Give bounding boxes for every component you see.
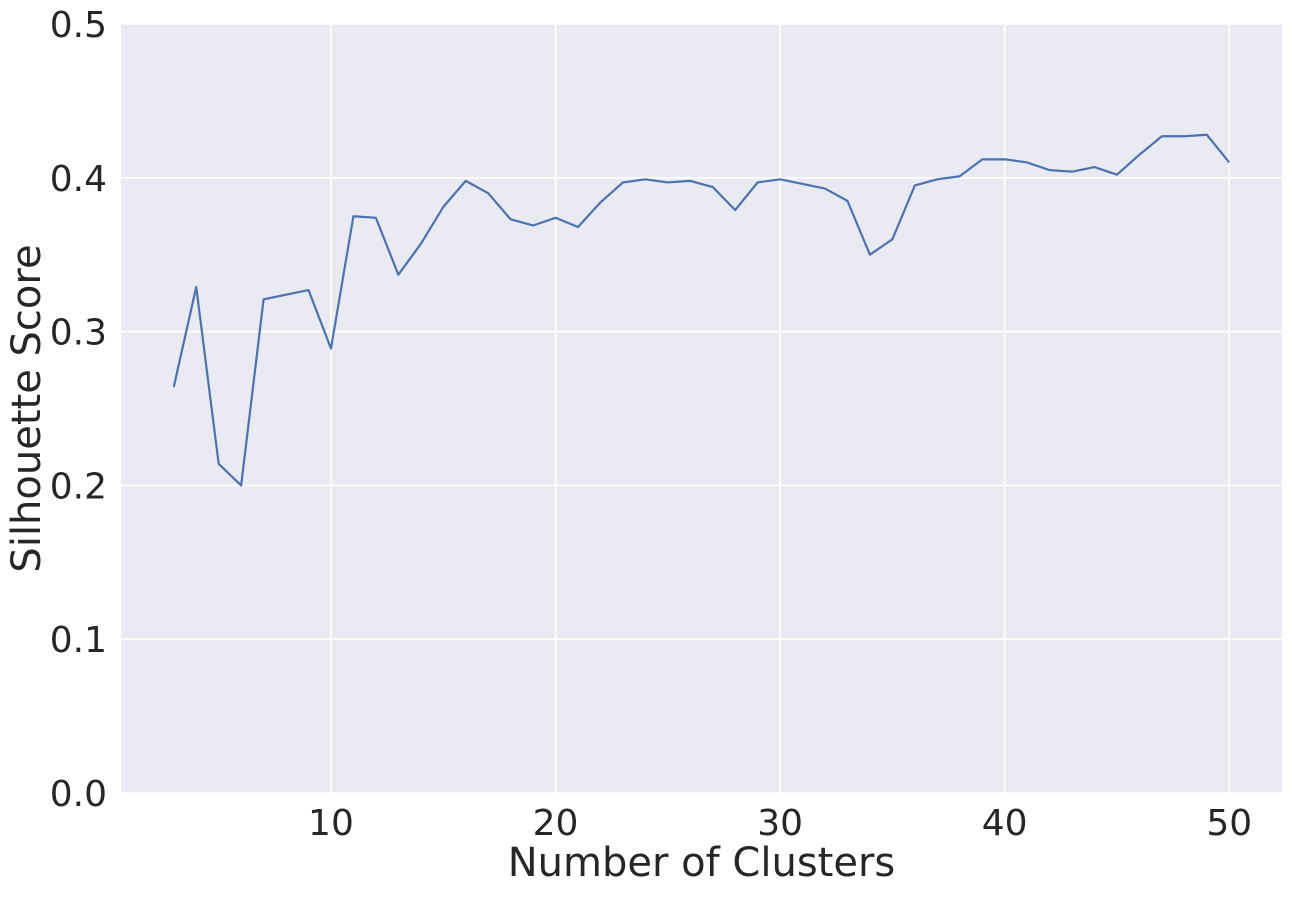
x-tick-label: 40 [982, 803, 1028, 844]
y-tick-label: 0.1 [50, 620, 107, 661]
y-tick-label: 0.0 [50, 774, 107, 815]
x-axis-title: Number of Clusters [508, 840, 895, 886]
y-tick-label: 0.5 [50, 5, 107, 46]
x-tick-labels: 10 20 30 40 50 [308, 803, 1252, 844]
plot-background [121, 24, 1282, 793]
y-tick-label: 0.4 [50, 159, 107, 200]
y-axis-title: Silhouette Score [4, 244, 50, 572]
x-tick-label: 20 [533, 803, 579, 844]
x-tick-label: 10 [308, 803, 354, 844]
y-tick-labels: 0.0 0.1 0.2 0.3 0.4 0.5 [50, 5, 107, 815]
grid-lines [121, 23, 1282, 794]
y-tick-label: 0.3 [50, 313, 107, 354]
series-layer [172, 133, 1231, 487]
series-line [172, 133, 1231, 487]
x-tick-label: 50 [1206, 803, 1252, 844]
x-tick-label: 30 [757, 803, 803, 844]
y-tick-label: 0.2 [50, 466, 107, 507]
